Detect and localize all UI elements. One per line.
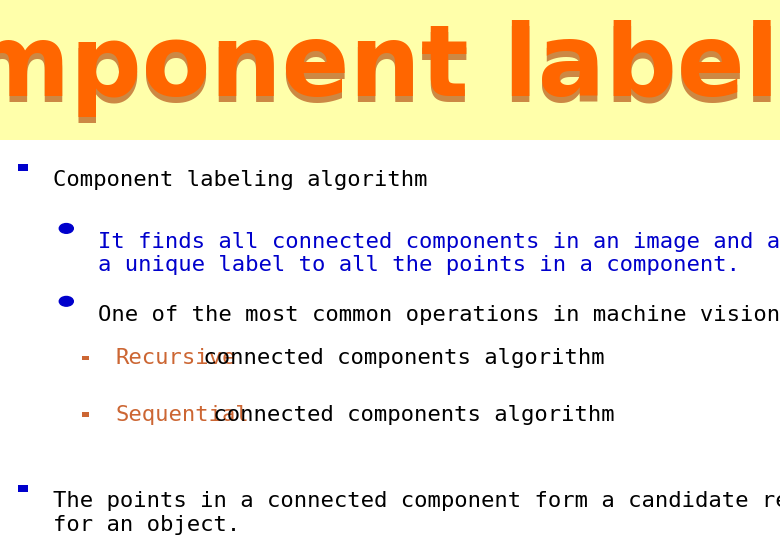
Circle shape	[59, 224, 73, 233]
FancyBboxPatch shape	[18, 485, 28, 492]
Text: One of the most common operations in machine vision: One of the most common operations in mac…	[98, 305, 780, 325]
Text: Recursive: Recursive	[115, 348, 236, 368]
Text: connected components algorithm: connected components algorithm	[200, 404, 615, 425]
FancyBboxPatch shape	[18, 164, 28, 171]
Text: connected components algorithm: connected components algorithm	[190, 348, 605, 368]
Text: It finds all connected components in an image and assigns
a unique label to all : It finds all connected components in an …	[98, 232, 780, 275]
Text: Component labeling: Component labeling	[0, 25, 780, 124]
Text: Sequential: Sequential	[115, 404, 249, 425]
Text: The points in a connected component form a candidate region
for an object.: The points in a connected component form…	[53, 491, 780, 535]
FancyBboxPatch shape	[0, 0, 780, 140]
Circle shape	[59, 296, 73, 306]
FancyBboxPatch shape	[83, 413, 89, 417]
FancyBboxPatch shape	[83, 355, 89, 361]
Text: Component labeling: Component labeling	[0, 20, 780, 118]
Text: Component labeling algorithm: Component labeling algorithm	[53, 170, 427, 190]
